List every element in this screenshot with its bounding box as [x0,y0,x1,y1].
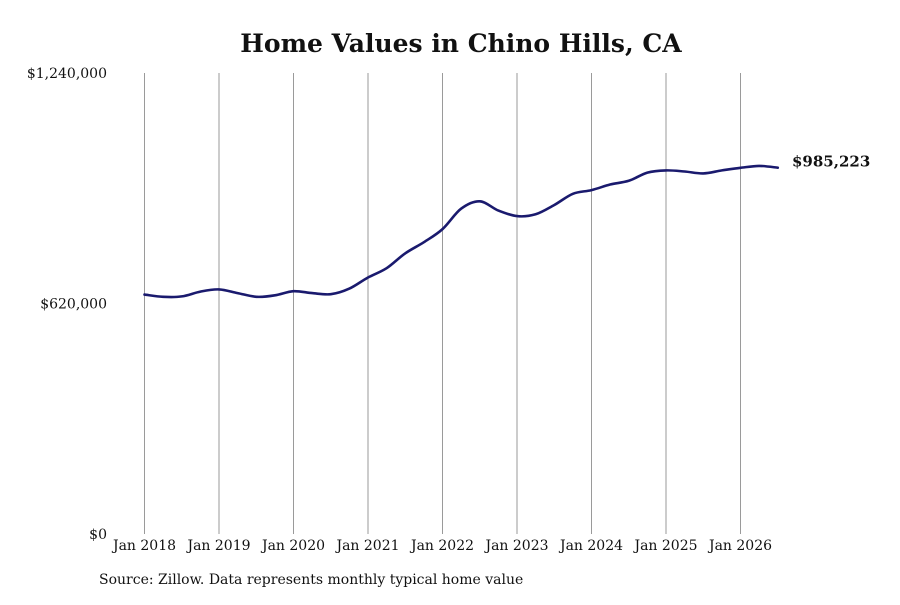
y-tick-label: $0 [89,527,107,543]
x-tick-label: Jan 2018 [111,538,176,554]
x-tick-label: Jan 2025 [632,538,697,554]
x-tick-label: Jan 2026 [707,538,772,554]
x-axis-ticks: Jan 2018 Jan 2019 Jan 2020 Jan 2021 Jan 2022… [111,538,772,554]
home-value-line [143,164,780,299]
source-note: Source: Zillow. Data represents monthly … [99,572,524,588]
y-axis-ticks: $0 $620,000 $1,240,000 [27,66,107,543]
grid-lines [144,73,741,534]
x-tick-label: Jan 2020 [260,538,325,554]
y-tick-label: $1,240,000 [27,66,107,82]
x-tick-label: Jan 2021 [334,538,399,554]
x-tick-label: Jan 2023 [483,538,548,554]
x-tick-label: Jan 2019 [185,538,250,554]
end-value-label: $985,223 [792,153,870,171]
x-tick-label: Jan 2024 [558,538,623,554]
chart-title: Home Values in Chino Hills, CA [240,29,682,58]
x-tick-label: Jan 2022 [409,538,474,554]
y-tick-label: $620,000 [40,297,107,313]
